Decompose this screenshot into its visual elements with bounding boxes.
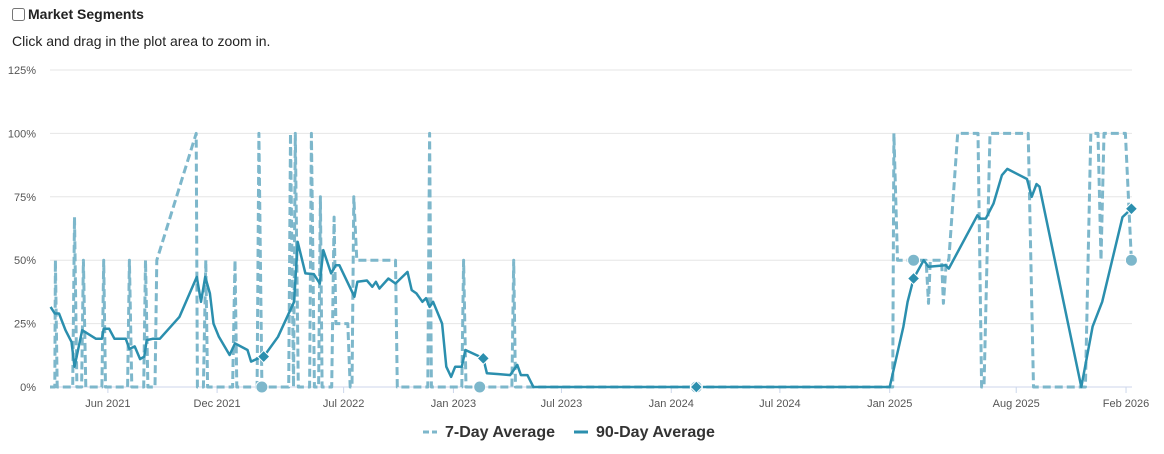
x-tick-label: Jan 2025 xyxy=(867,398,912,410)
y-tick-label: 0% xyxy=(20,382,36,394)
series-90-day-marker[interactable] xyxy=(256,349,271,364)
x-tick-label: Jul 2023 xyxy=(541,398,583,410)
y-tick-label: 50% xyxy=(14,255,36,267)
x-tick-label: Jan 2024 xyxy=(649,398,694,410)
x-tick-label: Aug 2025 xyxy=(993,398,1040,410)
y-tick-label: 125% xyxy=(8,65,36,77)
series-90-day-line[interactable] xyxy=(49,167,1133,389)
y-tick-label: 75% xyxy=(14,192,36,204)
series-7-day-marker[interactable] xyxy=(473,380,487,394)
x-axis: Jun 2021 Dec 2021 Jul 2022 Jan 2023 Jul 2023… xyxy=(85,387,1149,410)
legend-item-7-day[interactable]: 7-Day Average xyxy=(423,424,555,441)
x-tick-label: Dec 2021 xyxy=(194,398,241,410)
market-segments-checkbox[interactable] xyxy=(12,7,25,21)
series-90-day-marker[interactable] xyxy=(689,380,704,394)
x-tick-label: Jan 2023 xyxy=(431,398,476,410)
series-90-day-marker[interactable] xyxy=(476,351,490,366)
market-segments-label: Market Segments xyxy=(28,6,144,22)
zoom-hint: Click and drag in the plot area to zoom … xyxy=(12,33,271,49)
series-7-day-marker[interactable] xyxy=(907,253,921,267)
plot-area[interactable] xyxy=(49,131,1139,394)
y-tick-label: 25% xyxy=(14,319,36,331)
x-tick-label: Jun 2021 xyxy=(85,398,130,410)
series-7-day-line[interactable] xyxy=(50,131,1133,389)
series-7-day-marker[interactable] xyxy=(1124,253,1138,267)
legend-item-90-day[interactable]: 90-Day Average xyxy=(574,424,715,441)
x-tick-label: Feb 2026 xyxy=(1103,398,1149,410)
series-7-day-marker[interactable] xyxy=(255,380,269,394)
series-90-day-marker[interactable] xyxy=(1124,202,1139,216)
y-axis: 0% 25% 50% 75% 100% 125% xyxy=(8,65,36,394)
series-90-day-marker[interactable] xyxy=(906,271,921,286)
x-tick-label: Jul 2022 xyxy=(323,398,365,410)
market-segments-toggle[interactable]: Market Segments xyxy=(12,6,144,22)
legend-label-7-day: 7-Day Average xyxy=(445,424,555,441)
y-tick-label: 100% xyxy=(8,128,36,140)
x-tick-label: Jul 2024 xyxy=(759,398,801,410)
legend-label-90-day: 90-Day Average xyxy=(596,424,715,441)
legend: 7-Day Average 90-Day Average xyxy=(423,424,715,441)
